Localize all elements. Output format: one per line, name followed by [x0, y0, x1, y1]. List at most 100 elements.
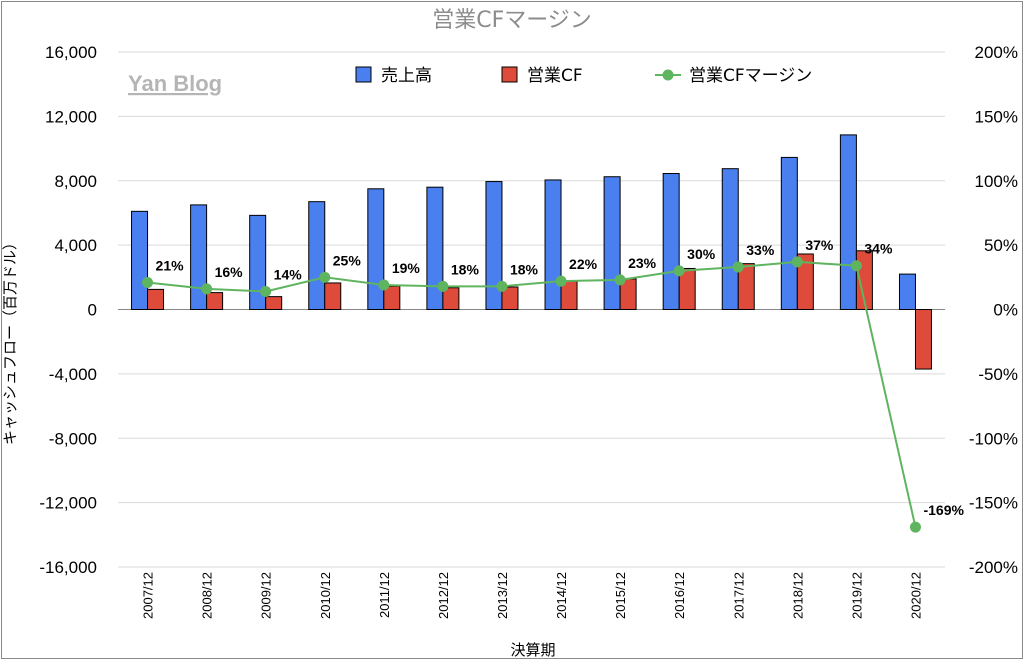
- margin-data-label: 19%: [392, 260, 421, 276]
- operating-cf-bar: [678, 267, 696, 310]
- x-tick-label: 2019/12: [849, 572, 864, 619]
- margin-point: [260, 285, 272, 297]
- x-axis-title: 決算期: [510, 641, 555, 659]
- right-tick-label: 200%: [975, 43, 1018, 62]
- x-tick-label: 2009/12: [259, 572, 274, 619]
- x-tick-label: 2015/12: [613, 572, 628, 619]
- right-tick-label: 0%: [993, 301, 1018, 320]
- margin-point: [142, 276, 154, 288]
- margin-data-label: 18%: [451, 261, 480, 277]
- x-tick-label: 2012/12: [436, 572, 451, 619]
- left-tick-label: -12,000: [39, 494, 97, 513]
- operating-cf-bar: [796, 253, 814, 310]
- left-axis-ticks: 16,000 12,000 8,000 4,000 0 -4,000 -8,000 -12,0…: [39, 43, 97, 577]
- operating-cf-bar: [914, 309, 932, 370]
- y-axis-title: キャッシュフロー（百万ドル）: [1, 235, 19, 445]
- margin-line: [142, 256, 921, 533]
- data-labels: 21% 16% 14% 25% 19% 18% 18% 22% 23% 30% 33% 37% 34% -…: [156, 237, 965, 518]
- x-tick-label: 2018/12: [790, 572, 805, 619]
- legend-label-operating-cf: 営業CF: [527, 66, 583, 86]
- margin-data-label: -169%: [923, 502, 964, 518]
- legend-label-revenue: 売上高: [381, 66, 432, 86]
- revenue-bar: [544, 179, 562, 310]
- margin-point: [673, 265, 685, 277]
- left-tick-label: -8,000: [49, 429, 97, 448]
- revenue-bar: [780, 156, 798, 310]
- operating-cf-bar: [206, 292, 224, 310]
- revenue-bar: [721, 168, 739, 310]
- right-tick-label: 50%: [984, 236, 1018, 255]
- legend-label-margin: 営業CFマージン: [689, 66, 812, 86]
- margin-line-path: [147, 260, 917, 528]
- margin-point: [791, 256, 803, 268]
- margin-data-label: 21%: [156, 257, 185, 273]
- legend-marker-margin: [662, 69, 674, 81]
- revenue-bar: [485, 181, 503, 310]
- left-tick-label: 12,000: [45, 107, 97, 126]
- margin-point: [319, 271, 331, 283]
- revenue-bar: [426, 186, 444, 310]
- margin-point: [555, 275, 567, 287]
- margin-point: [378, 279, 390, 291]
- margin-point: [201, 283, 213, 295]
- operating-cf-bar: [265, 296, 283, 310]
- margin-data-label: 14%: [274, 266, 303, 282]
- revenue-bar: [603, 176, 621, 310]
- x-tick-label: 2020/12: [908, 572, 923, 619]
- left-tick-label: -4,000: [49, 365, 97, 384]
- margin-data-label: 22%: [569, 256, 598, 272]
- revenue-bar: [190, 204, 208, 310]
- legend-swatch-revenue: [355, 66, 372, 83]
- operating-cf-bar: [324, 282, 342, 310]
- revenue-bar: [898, 273, 916, 310]
- margin-data-label: 30%: [687, 246, 716, 262]
- legend-swatch-operating-cf: [501, 66, 518, 83]
- operating-cf-bar: [737, 263, 755, 310]
- gridlines: [118, 51, 945, 568]
- x-tick-label: 2008/12: [200, 572, 215, 619]
- revenue-bar: [308, 201, 326, 310]
- x-tick-label: 2007/12: [141, 572, 156, 619]
- operating-cf-bar: [442, 287, 460, 310]
- right-tick-label: -100%: [969, 429, 1018, 448]
- operating-cf-bar: [147, 288, 165, 310]
- margin-data-label: 16%: [215, 264, 244, 280]
- left-tick-label: 8,000: [54, 172, 97, 191]
- x-tick-label: 2016/12: [672, 572, 687, 619]
- x-tick-label: 2014/12: [554, 572, 569, 619]
- revenue-bar: [662, 173, 680, 310]
- right-tick-label: 150%: [975, 107, 1018, 126]
- watermark: Yan Blog: [128, 71, 222, 96]
- margin-data-label: 18%: [510, 261, 539, 277]
- x-tick-label: 2017/12: [731, 572, 746, 619]
- right-tick-label: -150%: [969, 494, 1018, 513]
- margin-data-label: 37%: [805, 237, 834, 253]
- margin-point: [732, 261, 744, 273]
- operating-cf-bar: [501, 286, 519, 310]
- margin-data-label: 25%: [333, 252, 362, 268]
- margin-data-label: 23%: [628, 255, 657, 271]
- margin-point: [909, 521, 921, 533]
- margin-point: [496, 280, 508, 292]
- left-tick-label: -16,000: [39, 558, 97, 577]
- revenue-bar: [131, 210, 149, 310]
- revenue-bar: [839, 134, 857, 310]
- x-tick-label: 2013/12: [495, 572, 510, 619]
- margin-point: [614, 274, 626, 286]
- x-tick-label: 2010/12: [318, 572, 333, 619]
- margin-data-label: 34%: [864, 241, 893, 257]
- x-tick-label: 2011/12: [377, 572, 392, 618]
- margin-data-label: 33%: [746, 242, 775, 258]
- left-tick-label: 16,000: [45, 43, 97, 62]
- right-tick-label: 100%: [975, 172, 1018, 191]
- chart-title: 営業CFマージン: [432, 8, 592, 33]
- margin-point: [850, 260, 862, 272]
- revenue-bar: [367, 188, 385, 310]
- right-tick-label: -50%: [978, 365, 1018, 384]
- legend: 売上高 営業CF 営業CFマージン: [355, 66, 812, 86]
- x-axis-ticks: 2007/12 2008/12 2009/12 2010/12 2011/12 2012/…: [141, 572, 924, 619]
- left-tick-label: 0: [88, 301, 97, 320]
- revenue-bar: [249, 214, 267, 310]
